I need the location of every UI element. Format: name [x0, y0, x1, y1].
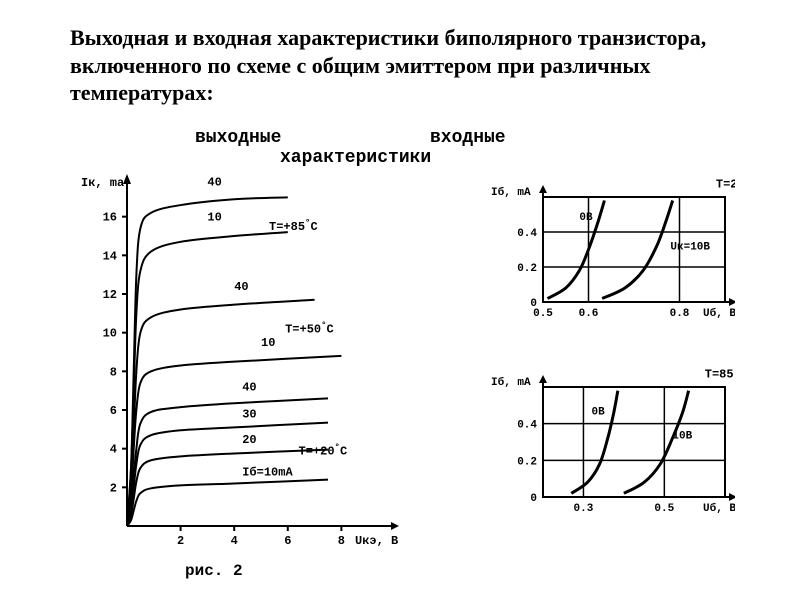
svg-text:10: 10 [103, 327, 117, 341]
svg-text:0.2: 0.2 [517, 456, 537, 468]
input-chart-t20: 0.50.60.800.20.4Iб, mAUб, BT=20°C0BUк=10… [485, 175, 735, 330]
svg-text:0: 0 [530, 298, 537, 310]
svg-text:Uкэ, B: Uкэ, B [355, 534, 398, 548]
svg-text:Iб, mA: Iб, mA [491, 186, 531, 199]
svg-text:Iб, mA: Iб, mA [491, 376, 531, 389]
subtitle-output: выходные [195, 128, 281, 148]
svg-text:Uк=10B: Uк=10B [670, 242, 710, 254]
page-title: Выходная и входная характеристики биполя… [70, 24, 730, 107]
svg-text:0.4: 0.4 [517, 420, 537, 432]
svg-text:4: 4 [231, 534, 238, 548]
subtitle-word: характеристики [280, 148, 431, 168]
figure-caption: рис. 2 [185, 562, 243, 580]
svg-text:2: 2 [177, 534, 184, 548]
svg-text:2: 2 [110, 481, 117, 495]
svg-text:10: 10 [261, 336, 275, 350]
svg-text:0: 0 [530, 493, 537, 505]
svg-text:8: 8 [110, 365, 117, 379]
page: Выходная и входная характеристики биполя… [0, 0, 800, 600]
svg-text:Iк, ma: Iк, ma [81, 176, 124, 190]
svg-text:0.6: 0.6 [579, 308, 599, 320]
svg-text:T=+50°C: T=+50°C [285, 321, 334, 337]
svg-text:4: 4 [110, 443, 117, 457]
svg-text:14: 14 [103, 249, 117, 263]
svg-text:10: 10 [207, 211, 221, 225]
output-chart: 2 4 6 8 2 4 6 8 10 12 14 16 Iк, ma Uкэ, B 40 10 T=+85°C 4… [75, 168, 405, 558]
svg-text:T=+85°C: T=+85°C [269, 218, 318, 234]
svg-text:40: 40 [234, 280, 248, 294]
svg-text:0.3: 0.3 [574, 503, 594, 515]
svg-text:T=85°C: T=85°C [705, 365, 735, 381]
svg-text:10B: 10B [672, 430, 692, 442]
svg-text:6: 6 [284, 534, 291, 548]
svg-text:0B: 0B [579, 212, 593, 224]
svg-text:12: 12 [103, 288, 117, 302]
input-chart-t85: 0.3 0.5 0 0.2 0.4 Iб, mA Uб, B T=85°C 0B 10B [485, 365, 735, 525]
svg-text:0.5: 0.5 [654, 503, 674, 515]
svg-text:6: 6 [110, 404, 117, 418]
svg-text:Iб=10mA: Iб=10mA [242, 465, 293, 480]
svg-text:0.8: 0.8 [670, 308, 690, 320]
svg-text:0B: 0B [592, 407, 606, 419]
svg-text:Uб, B: Uб, B [703, 502, 735, 515]
svg-text:Uб, B: Uб, B [703, 307, 735, 320]
svg-text:16: 16 [103, 211, 117, 225]
svg-text:0.4: 0.4 [517, 228, 537, 240]
svg-text:40: 40 [242, 381, 256, 395]
svg-text:T=20°C: T=20°C [716, 176, 735, 192]
svg-text:0.2: 0.2 [517, 263, 537, 275]
svg-text:40: 40 [207, 176, 221, 190]
subtitle-input: входные [430, 128, 506, 148]
svg-text:8: 8 [338, 534, 345, 548]
svg-text:20: 20 [242, 433, 256, 447]
svg-text:T=+20°C: T=+20°C [299, 442, 348, 458]
svg-text:30: 30 [242, 408, 256, 422]
